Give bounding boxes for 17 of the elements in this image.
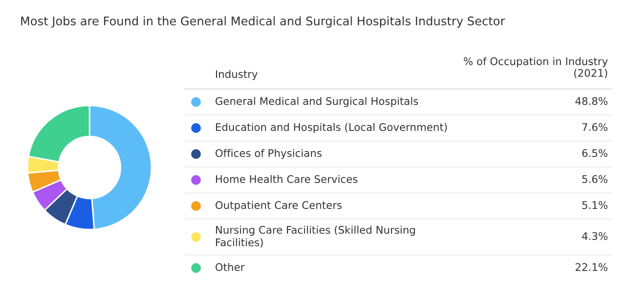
data-label: 7.6%: [582, 123, 608, 132]
legend-label: Education and Hospitals (Local Government): [216, 122, 447, 134]
legend-label: General Medical and Surgical Hospitals: [216, 96, 418, 108]
data-label: 4.3%: [582, 232, 608, 240]
legend-label: Outpatient Care Centers: [216, 200, 342, 212]
data-label: 5.1%: [582, 201, 608, 210]
legend-label: Nursing Care Facilities (Skilled Nursing Facilities): [216, 226, 415, 248]
chart-title: Most Jobs are Found in the General Medical and Surgical Hospitals Industry Sector: [21, 16, 506, 28]
text: % of Occupation in Industry (2021): [464, 57, 608, 78]
data-label: 48.8%: [575, 97, 608, 106]
data-label: 22.1%: [576, 263, 608, 272]
legend-title: Industry: [216, 70, 258, 80]
legend-label: Other: [216, 262, 245, 272]
data-label: 6.5%: [582, 149, 608, 158]
legend-label: Offices of Physicians: [216, 148, 322, 160]
legend-label: Home Health Care Services: [216, 174, 358, 184]
data-label: 5.6%: [582, 175, 608, 184]
